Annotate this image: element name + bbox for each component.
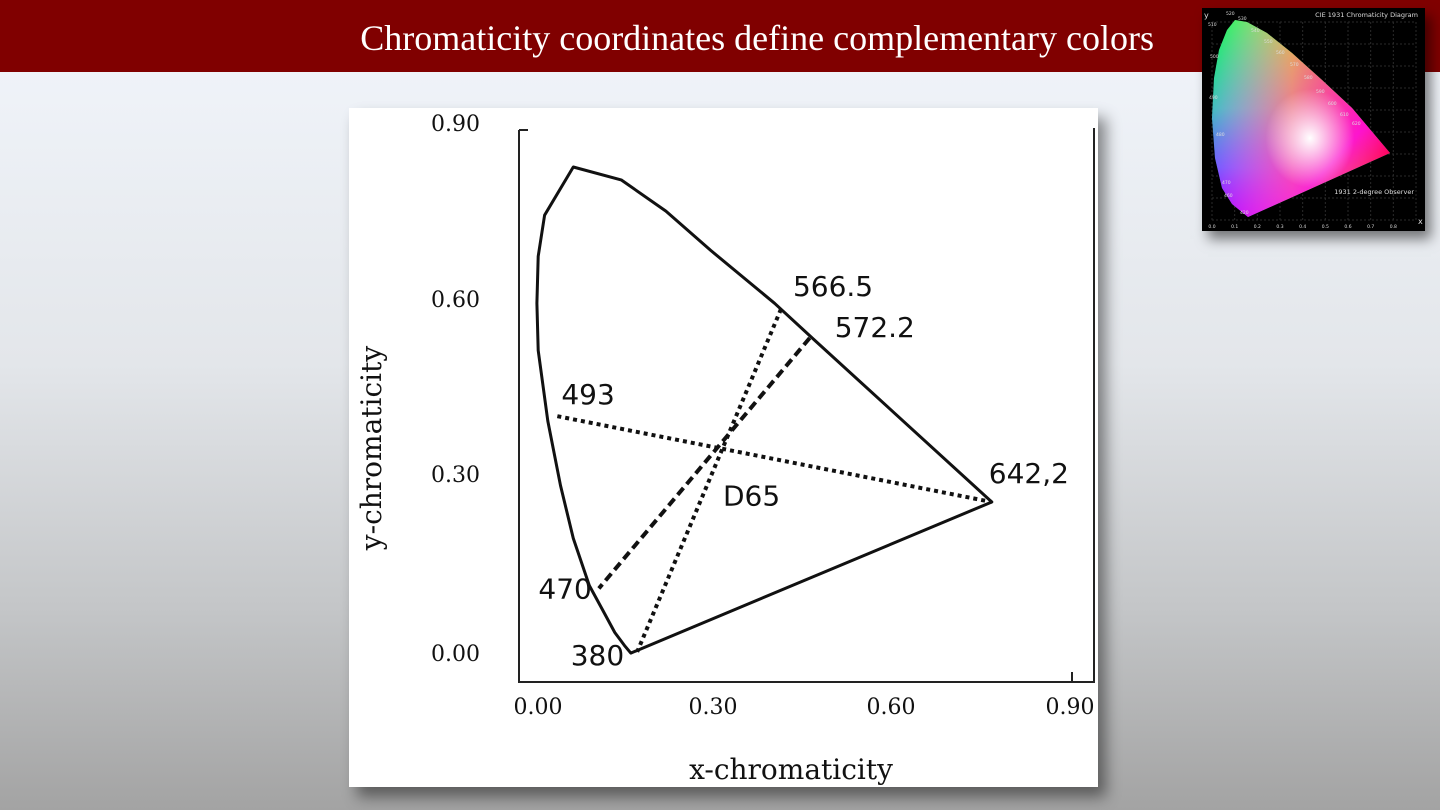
- point-label: 493: [561, 378, 614, 411]
- point-label: 566.5: [793, 270, 873, 303]
- inset-white-point: [1212, 20, 1390, 217]
- x-axis-label: x-chromaticity: [689, 753, 893, 786]
- cie-inset-diagram: CIE 1931 Chromaticity Diagram 1931 2-degr…: [1202, 8, 1425, 231]
- inset-x-axis-label: x: [1418, 217, 1423, 226]
- inset-wavelength-label: 570: [1290, 62, 1299, 68]
- point-label: 380: [571, 639, 624, 672]
- inset-tick-label: 0.2: [1254, 224, 1261, 230]
- inset-tick-label: 0.3: [1276, 224, 1283, 230]
- inset-wavelength-label: 620: [1352, 121, 1361, 127]
- spectral-locus: [535, 165, 994, 655]
- y-axis-label: y-chromaticity: [355, 346, 388, 552]
- chromaticity-figure: 0.00 0.30 0.60 0.90 0.00 0.30 0.60 0.90 566.5 57…: [349, 108, 1098, 787]
- inset-wavelength-label: 560: [1276, 50, 1285, 56]
- point-label: 572.2: [835, 311, 915, 344]
- inset-wavelength-label: 600: [1328, 101, 1337, 107]
- slide-title: Chromaticity coordinates define compleme…: [360, 18, 1154, 58]
- inset-wavelength-label: 550: [1264, 39, 1273, 45]
- inset-tick-label: 0.6: [1344, 224, 1351, 230]
- inset-wavelength-label: 590: [1316, 89, 1325, 95]
- inset-wavelength-label: 510: [1208, 22, 1217, 28]
- x-tick-label: 0.60: [867, 695, 916, 720]
- inset-wavelength-label: 540: [1251, 28, 1260, 34]
- inset-tick-label: 0.7: [1367, 224, 1374, 230]
- inset-wavelength-label: 520: [1226, 11, 1235, 17]
- inset-wavelength-label: 480: [1216, 132, 1225, 138]
- x-tick-label: 0.90: [1046, 695, 1095, 720]
- inset-tick-label: 0.8: [1390, 224, 1397, 230]
- inset-tick-label: 0.1: [1231, 224, 1238, 230]
- y-tick-label: 0.30: [431, 463, 480, 488]
- inset-wavelength-label: 470: [1222, 180, 1231, 186]
- inset-tick-label: 0.5: [1322, 224, 1329, 230]
- inset-wavelength-label: 420: [1240, 210, 1249, 216]
- complementary-line-2: [597, 336, 812, 590]
- inset-wavelength-label: 580: [1304, 75, 1313, 81]
- x-tick-label: 0.00: [514, 695, 563, 720]
- inset-title: CIE 1931 Chromaticity Diagram: [1315, 11, 1418, 19]
- inset-y-axis-label: y: [1204, 11, 1209, 20]
- inset-tick-label: 0.0: [1208, 224, 1215, 230]
- title-banner: Chromaticity coordinates define compleme…: [0, 0, 1440, 72]
- y-tick-label: 0.60: [431, 288, 480, 313]
- inset-wavelength-label: 500: [1210, 54, 1219, 60]
- x-tick-label: 0.30: [689, 695, 738, 720]
- point-label: 642,2: [989, 457, 1069, 490]
- inset-tick-label: 0.4: [1299, 224, 1306, 230]
- complementary-line-3: [556, 414, 993, 504]
- point-label: 470: [538, 572, 591, 605]
- inset-wavelength-label: 530: [1238, 16, 1247, 22]
- inset-wavelength-label: 610: [1340, 112, 1349, 118]
- inset-wavelength-label: 490: [1209, 95, 1218, 101]
- y-tick-label: 0.00: [431, 642, 480, 667]
- inset-wavelength-label: 460: [1224, 193, 1233, 199]
- axes-frame: [518, 128, 1095, 683]
- complementary-line-1: [635, 308, 783, 653]
- inset-observer-label: 1931 2-degree Observer: [1334, 188, 1414, 196]
- y-tick-label: 0.90: [431, 112, 480, 137]
- point-label: D65: [723, 480, 780, 513]
- chromaticity-chart: 0.00 0.30 0.60 0.90 0.00 0.30 0.60 0.90 566.5 57…: [355, 112, 1095, 786]
